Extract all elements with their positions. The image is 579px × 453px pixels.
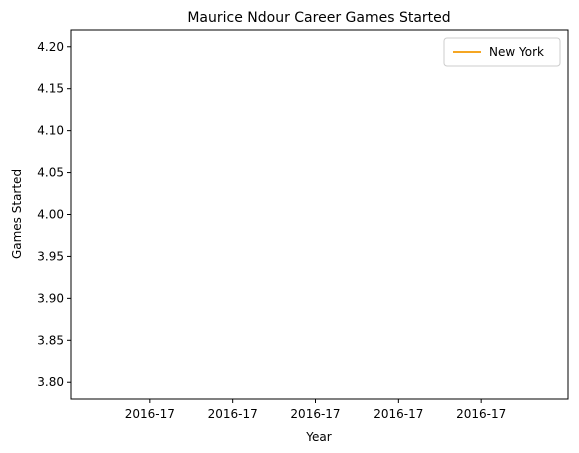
chart-title: Maurice Ndour Career Games Started [187,10,450,26]
y-axis: 3.80 3.85 3.90 3.95 4.00 4.05 4.10 4.15 4.20 [37,40,71,389]
y-tick-label: 4.20 [37,40,64,54]
plot-area [70,29,569,400]
legend-label: New York [489,45,544,59]
x-axis-title: Year [305,430,331,444]
y-tick-label: 4.00 [37,208,64,222]
x-tick-label: 2016-17 [290,407,340,421]
x-tick-label: 2016-17 [456,407,506,421]
x-tick-label: 2016-17 [208,407,258,421]
x-axis: 2016-17 2016-17 2016-17 2016-17 2016-17 [125,399,506,421]
y-tick-label: 3.80 [37,375,64,389]
y-tick-label: 3.85 [37,333,64,347]
legend: New York [443,37,561,67]
y-tick-label: 3.95 [37,249,64,263]
y-tick-label: 4.10 [37,124,64,138]
legend-box [443,37,561,67]
y-tick-label: 3.90 [37,291,64,305]
y-tick-label: 4.05 [37,166,64,180]
x-tick-label: 2016-17 [373,407,423,421]
x-tick-label: 2016-17 [125,407,175,421]
y-tick-label: 4.15 [37,82,64,96]
y-axis-title: Games Started [10,169,24,259]
